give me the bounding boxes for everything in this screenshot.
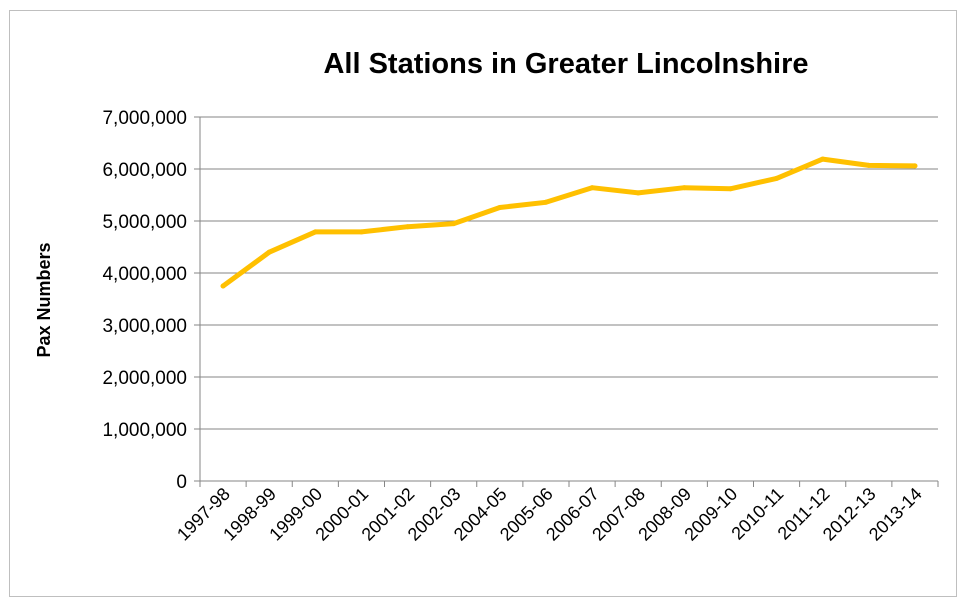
chart-title: All Stations in Greater Lincolnshire xyxy=(323,48,808,80)
y-tick-labels: 0 1,000,000 2,000,000 3,000,000 4,000,000 5,0… xyxy=(102,108,187,493)
data-point xyxy=(220,283,226,289)
y-tick-label: 4,000,000 xyxy=(102,264,187,285)
gridlines xyxy=(200,116,938,430)
data-point xyxy=(774,175,780,181)
series-layer xyxy=(220,156,918,289)
data-point xyxy=(497,204,503,210)
data-point xyxy=(358,229,364,235)
y-axis-label: Pax Numbers xyxy=(34,242,54,357)
data-point xyxy=(681,185,687,191)
data-point xyxy=(820,156,826,162)
data-point xyxy=(451,221,457,227)
y-tick-label: 3,000,000 xyxy=(102,316,187,337)
data-point xyxy=(912,163,918,169)
data-point xyxy=(312,229,318,235)
data-point xyxy=(266,249,272,255)
axes xyxy=(194,116,939,487)
chart-frame xyxy=(9,10,957,597)
y-tick-label: 2,000,000 xyxy=(102,368,187,389)
y-tick-label: 0 xyxy=(176,472,187,493)
x-tick-labels: 1997-981998-991999-002000-012001-022002-… xyxy=(173,484,926,545)
data-point xyxy=(405,224,411,230)
data-point xyxy=(866,162,872,168)
y-tick-label: 1,000,000 xyxy=(102,420,187,441)
data-point xyxy=(727,186,733,192)
data-point xyxy=(589,185,595,191)
series-line xyxy=(220,156,918,289)
data-point xyxy=(635,190,641,196)
y-tick-label: 5,000,000 xyxy=(102,212,187,233)
y-tick-label: 7,000,000 xyxy=(102,108,187,129)
y-tick-label: 6,000,000 xyxy=(102,160,187,181)
data-point xyxy=(543,199,549,205)
